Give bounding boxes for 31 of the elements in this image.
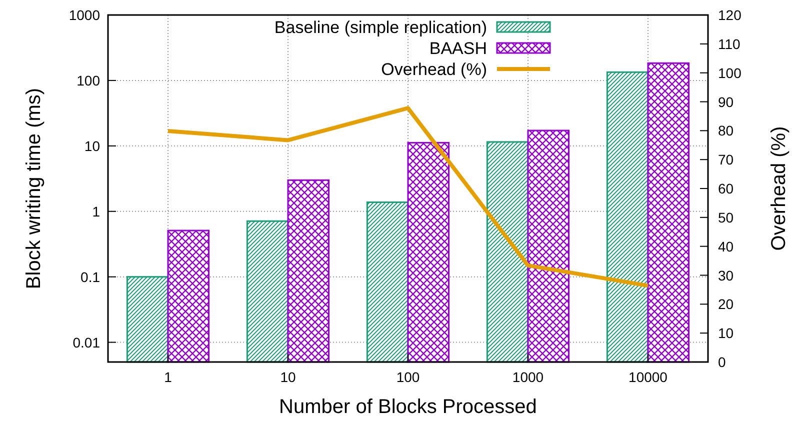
y-tick-label: 0.1 xyxy=(80,268,100,285)
y2-tick-label: 20 xyxy=(718,296,734,312)
y2-tick-label: 60 xyxy=(718,180,734,196)
y-tick-label: 10 xyxy=(84,138,100,154)
y2-tick-label: 80 xyxy=(718,122,734,139)
y2-tick-label: 40 xyxy=(718,238,734,254)
y2-tick-label: 100 xyxy=(718,64,742,81)
x-tick-label: 10 xyxy=(280,369,296,385)
y2-tick-label: 0 xyxy=(718,354,726,370)
y2-tick-label: 90 xyxy=(718,94,734,110)
y2-tick-label: 30 xyxy=(718,267,734,284)
x-tick-label: 100 xyxy=(396,369,420,385)
y2-tick-label: 70 xyxy=(718,152,734,168)
legend-label: Baseline (simple replication) xyxy=(274,18,487,37)
x-tick-label: 10000 xyxy=(628,369,668,385)
legend-label: Overhead (%) xyxy=(381,60,487,79)
x-tick-label: 1000 xyxy=(512,369,544,385)
y2-tick-label: 120 xyxy=(718,7,742,23)
y2-tick-label: 10 xyxy=(718,325,734,342)
y-tick-label: 0.01 xyxy=(72,334,100,350)
y-tick-label: 1 xyxy=(92,203,100,220)
line-series xyxy=(166,106,650,288)
x-axis-title: Number of Blocks Processed xyxy=(279,396,537,418)
y-axis-title: Block writing time (ms) xyxy=(23,88,45,290)
y-tick-label: 1000 xyxy=(68,7,100,23)
y2-tick-label: 50 xyxy=(718,209,734,226)
y2-tick-label: 110 xyxy=(718,36,741,52)
y-tick-label: 100 xyxy=(76,72,100,88)
legend-label: BAASH xyxy=(429,39,487,58)
y2-axis-title: Overhead (%) xyxy=(768,126,790,251)
x-tick-label: 1 xyxy=(164,369,172,385)
